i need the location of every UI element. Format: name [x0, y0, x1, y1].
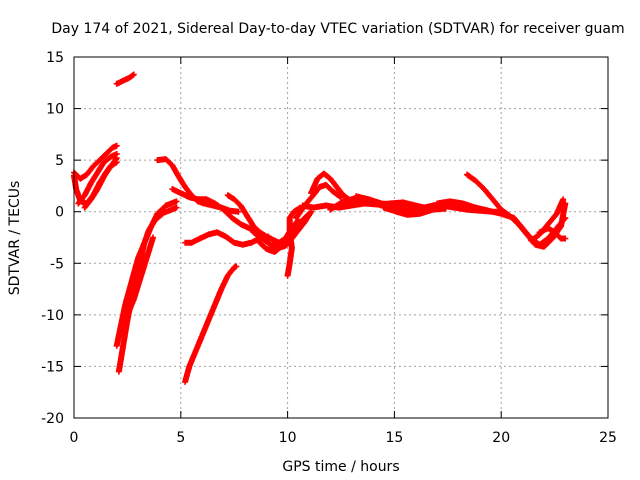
data-track-3 [75, 150, 120, 207]
data-track-8 [118, 234, 157, 339]
x-tick-label: 0 [70, 430, 79, 446]
y-tick-label: 0 [55, 205, 64, 221]
x-tick-label: 5 [176, 430, 185, 446]
x-tick-label: 20 [492, 430, 510, 446]
data-track-22 [380, 204, 449, 218]
y-tick-label: 10 [46, 102, 64, 118]
x-tick-label: 15 [385, 430, 403, 446]
y-tick-label: -5 [50, 256, 64, 272]
data-track-4 [81, 159, 120, 211]
y-tick-label: -10 [41, 308, 64, 324]
data-track-26 [528, 196, 567, 244]
data-track-16 [284, 204, 304, 279]
y-tick-label: -15 [41, 359, 64, 375]
plot-frame [73, 56, 609, 419]
axes: 0 5 10 15 20 25 -20 -15 -10 -5 0 5 10 15 [41, 50, 617, 446]
data-track-11 [182, 263, 240, 385]
y-tick-label: 15 [46, 50, 64, 66]
x-tick-label: 10 [279, 430, 297, 446]
chart-title: Day 174 of 2021, Sidereal Day-to-day VTE… [51, 21, 624, 37]
x-axis-title: GPS time / hours [282, 459, 399, 475]
y-tick-label: -20 [41, 411, 64, 427]
y-tick-label: 5 [55, 153, 64, 169]
x-tick-label: 25 [599, 430, 617, 446]
data-track-5 [113, 71, 137, 87]
y-axis-title: SDTVAR / TECUs [7, 181, 23, 296]
